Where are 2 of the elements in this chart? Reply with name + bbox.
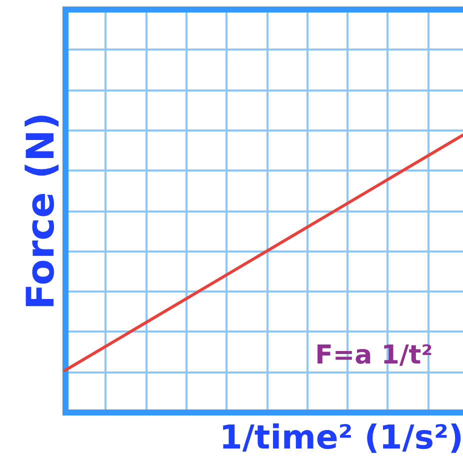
x-axis-title: 1/time² (1/s²) [219, 418, 463, 456]
y-axis-title: Force (N) [18, 112, 62, 310]
